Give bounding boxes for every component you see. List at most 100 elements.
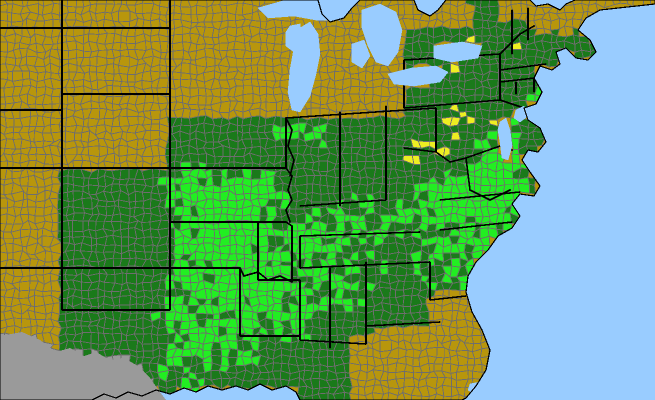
county-low[interactable] bbox=[80, 290, 90, 300]
county-gold[interactable] bbox=[118, 10, 131, 23]
county-gold[interactable] bbox=[180, 62, 191, 75]
county-low[interactable] bbox=[533, 137, 546, 147]
county-gold[interactable] bbox=[0, 41, 9, 53]
county-low[interactable] bbox=[389, 287, 397, 299]
county-gold[interactable] bbox=[333, 49, 343, 59]
county-gold[interactable] bbox=[172, 49, 185, 60]
county-low[interactable] bbox=[390, 117, 400, 126]
county-gold[interactable] bbox=[195, 4, 208, 16]
county-gold[interactable] bbox=[134, 2, 143, 15]
county-gold[interactable] bbox=[366, 347, 374, 358]
county-gold[interactable] bbox=[66, 0, 77, 8]
county-gold[interactable] bbox=[410, 394, 423, 400]
county-gold[interactable] bbox=[190, 4, 198, 16]
county-low[interactable] bbox=[457, 131, 469, 142]
county-high[interactable] bbox=[266, 174, 275, 187]
county-high[interactable] bbox=[179, 161, 193, 171]
county-low[interactable] bbox=[222, 144, 231, 157]
county-high[interactable] bbox=[226, 213, 235, 222]
county-low[interactable] bbox=[275, 146, 285, 156]
county-low[interactable] bbox=[240, 380, 253, 390]
county-low[interactable] bbox=[71, 219, 84, 233]
county-gold[interactable] bbox=[413, 18, 421, 31]
county-gold[interactable] bbox=[172, 71, 182, 81]
county-high[interactable] bbox=[226, 333, 238, 342]
county-gold[interactable] bbox=[395, 370, 406, 380]
county-gold[interactable] bbox=[436, 346, 445, 359]
county-gold[interactable] bbox=[467, 370, 474, 380]
county-high[interactable] bbox=[203, 227, 216, 239]
county-gold[interactable] bbox=[242, 78, 253, 87]
county-low[interactable] bbox=[141, 343, 154, 352]
county-gold[interactable] bbox=[43, 18, 54, 29]
county-gold[interactable] bbox=[90, 79, 99, 91]
county-gold[interactable] bbox=[110, 10, 120, 23]
county-gold[interactable] bbox=[351, 12, 360, 23]
county-gold[interactable] bbox=[126, 73, 136, 83]
county-low[interactable] bbox=[419, 95, 429, 104]
county-gold[interactable] bbox=[50, 95, 61, 105]
county-low[interactable] bbox=[364, 161, 377, 169]
county-gold[interactable] bbox=[197, 94, 207, 106]
county-gold[interactable] bbox=[348, 392, 360, 400]
county-gold[interactable] bbox=[341, 57, 350, 68]
county-gold[interactable] bbox=[348, 85, 361, 95]
county-high[interactable] bbox=[181, 304, 189, 315]
county-low[interactable] bbox=[72, 206, 86, 214]
county-low[interactable] bbox=[448, 72, 461, 82]
county-low[interactable] bbox=[174, 160, 182, 172]
county-high[interactable] bbox=[258, 251, 269, 262]
county-gold[interactable] bbox=[18, 280, 31, 292]
county-high[interactable] bbox=[256, 281, 269, 292]
county-gold[interactable] bbox=[433, 363, 444, 372]
county-gold[interactable] bbox=[397, 3, 405, 16]
county-low[interactable] bbox=[110, 213, 122, 223]
county-high[interactable] bbox=[182, 340, 191, 351]
county-gold[interactable] bbox=[218, 100, 232, 113]
county-gold[interactable] bbox=[248, 41, 262, 53]
county-gold[interactable] bbox=[211, 11, 223, 23]
county-low[interactable] bbox=[118, 295, 132, 306]
county-low[interactable] bbox=[402, 305, 411, 314]
county-gold[interactable] bbox=[50, 222, 59, 233]
county-low[interactable] bbox=[57, 313, 67, 322]
county-high[interactable] bbox=[525, 93, 536, 102]
county-low[interactable] bbox=[119, 227, 129, 238]
county-low[interactable] bbox=[381, 160, 392, 170]
county-low[interactable] bbox=[310, 191, 322, 203]
county-gold[interactable] bbox=[27, 153, 37, 161]
county-low[interactable] bbox=[528, 183, 537, 195]
county-low[interactable] bbox=[250, 168, 262, 180]
county-gold[interactable] bbox=[2, 238, 15, 244]
county-gold[interactable] bbox=[403, 4, 414, 16]
county-gold[interactable] bbox=[34, 206, 45, 217]
county-low[interactable] bbox=[341, 319, 354, 329]
county-gold[interactable] bbox=[171, 41, 185, 52]
county-low[interactable] bbox=[325, 326, 338, 336]
county-low[interactable] bbox=[318, 160, 329, 173]
county-high[interactable] bbox=[179, 275, 192, 284]
county-low[interactable] bbox=[135, 350, 145, 358]
county-high[interactable] bbox=[173, 205, 185, 217]
county-high[interactable] bbox=[268, 191, 277, 200]
county-gold[interactable] bbox=[88, 64, 98, 73]
county-high[interactable] bbox=[218, 244, 231, 255]
county-gold[interactable] bbox=[333, 78, 344, 91]
county-low[interactable] bbox=[417, 132, 431, 143]
county-low[interactable] bbox=[289, 348, 297, 357]
county-gold[interactable] bbox=[56, 49, 70, 61]
county-low[interactable] bbox=[334, 177, 344, 188]
county-gold[interactable] bbox=[333, 35, 345, 45]
county-low[interactable] bbox=[488, 5, 500, 16]
county-gold[interactable] bbox=[379, 339, 392, 353]
county-low[interactable] bbox=[488, 110, 498, 121]
county-gold[interactable] bbox=[403, 377, 416, 388]
county-gold[interactable] bbox=[205, 56, 216, 68]
county-high[interactable] bbox=[212, 313, 221, 321]
county-gold[interactable] bbox=[417, 325, 431, 334]
county-gold[interactable] bbox=[340, 102, 353, 112]
county-low[interactable] bbox=[102, 244, 117, 253]
county-gold[interactable] bbox=[125, 42, 137, 50]
